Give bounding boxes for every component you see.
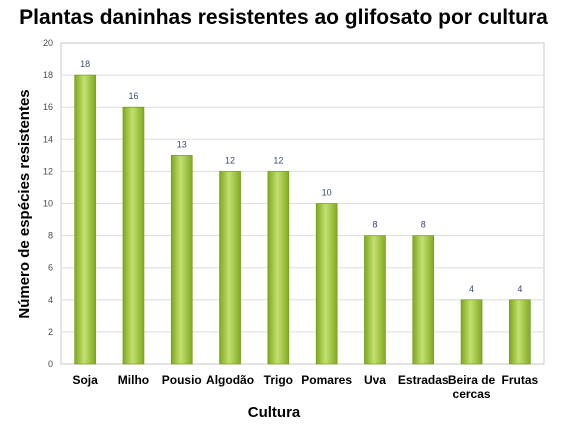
category-label-4: Trigo bbox=[264, 373, 293, 387]
y-tick-label: 14 bbox=[43, 134, 53, 144]
category-label-3: Algodão bbox=[206, 373, 254, 387]
category-label-0: Soja bbox=[72, 373, 98, 387]
category-label-2: Pousio bbox=[162, 373, 202, 387]
y-tick-label: 0 bbox=[48, 359, 53, 369]
y-tick-label: 8 bbox=[48, 231, 53, 241]
y-axis-title: Número de espécies resistentes bbox=[16, 89, 33, 318]
data-labels: 18 16 13 12 12 10 8 8 4 4 bbox=[80, 59, 522, 294]
bars bbox=[74, 74, 531, 365]
category-labels: Soja Milho Pousio Algodão Trigo Pomares Uva Est… bbox=[72, 373, 538, 401]
data-label-5: 10 bbox=[322, 188, 332, 198]
bar-3 bbox=[219, 171, 241, 365]
chart-title: Plantas daninhas resistentes ao glifosat… bbox=[19, 6, 548, 29]
bar-2 bbox=[170, 155, 193, 365]
y-tick-label: 16 bbox=[43, 102, 53, 112]
y-tick-label: 12 bbox=[43, 166, 53, 176]
data-label-3: 12 bbox=[225, 155, 235, 165]
y-tick-label: 2 bbox=[48, 327, 53, 337]
x-axis-title: Cultura bbox=[248, 404, 301, 421]
data-label-2: 13 bbox=[177, 139, 187, 149]
data-label-9: 4 bbox=[517, 284, 522, 294]
data-label-1: 16 bbox=[128, 91, 138, 101]
data-label-7: 8 bbox=[421, 220, 426, 230]
data-label-6: 8 bbox=[372, 220, 377, 230]
y-tick-label: 6 bbox=[48, 263, 53, 273]
bar-6 bbox=[364, 235, 386, 365]
bar-5 bbox=[315, 203, 338, 365]
category-label-6: Uva bbox=[364, 373, 386, 387]
y-tick-labels: 0 2 4 6 8 10 12 14 16 18 20 bbox=[43, 38, 53, 369]
bar-0 bbox=[74, 74, 96, 365]
bar-4 bbox=[267, 171, 290, 365]
category-label-5: Pomares bbox=[301, 373, 352, 387]
data-label-4: 12 bbox=[273, 155, 283, 165]
y-tick-label: 20 bbox=[43, 38, 53, 48]
data-label-8: 4 bbox=[469, 284, 474, 294]
bar-7 bbox=[412, 235, 435, 365]
bar-8 bbox=[460, 299, 483, 365]
bar-1 bbox=[122, 106, 145, 365]
category-label-9: Frutas bbox=[502, 373, 539, 387]
bar-9 bbox=[509, 299, 531, 365]
y-tick-label: 18 bbox=[43, 70, 53, 80]
category-label-7: Estradas bbox=[398, 373, 449, 387]
y-tick-label: 10 bbox=[43, 199, 53, 209]
y-tick-label: 4 bbox=[48, 295, 53, 305]
category-label-8-line-0: Beira de bbox=[448, 373, 496, 387]
data-label-0: 18 bbox=[80, 59, 90, 69]
category-label-8-line-1: cercas bbox=[453, 387, 491, 401]
category-label-1: Milho bbox=[118, 373, 149, 387]
